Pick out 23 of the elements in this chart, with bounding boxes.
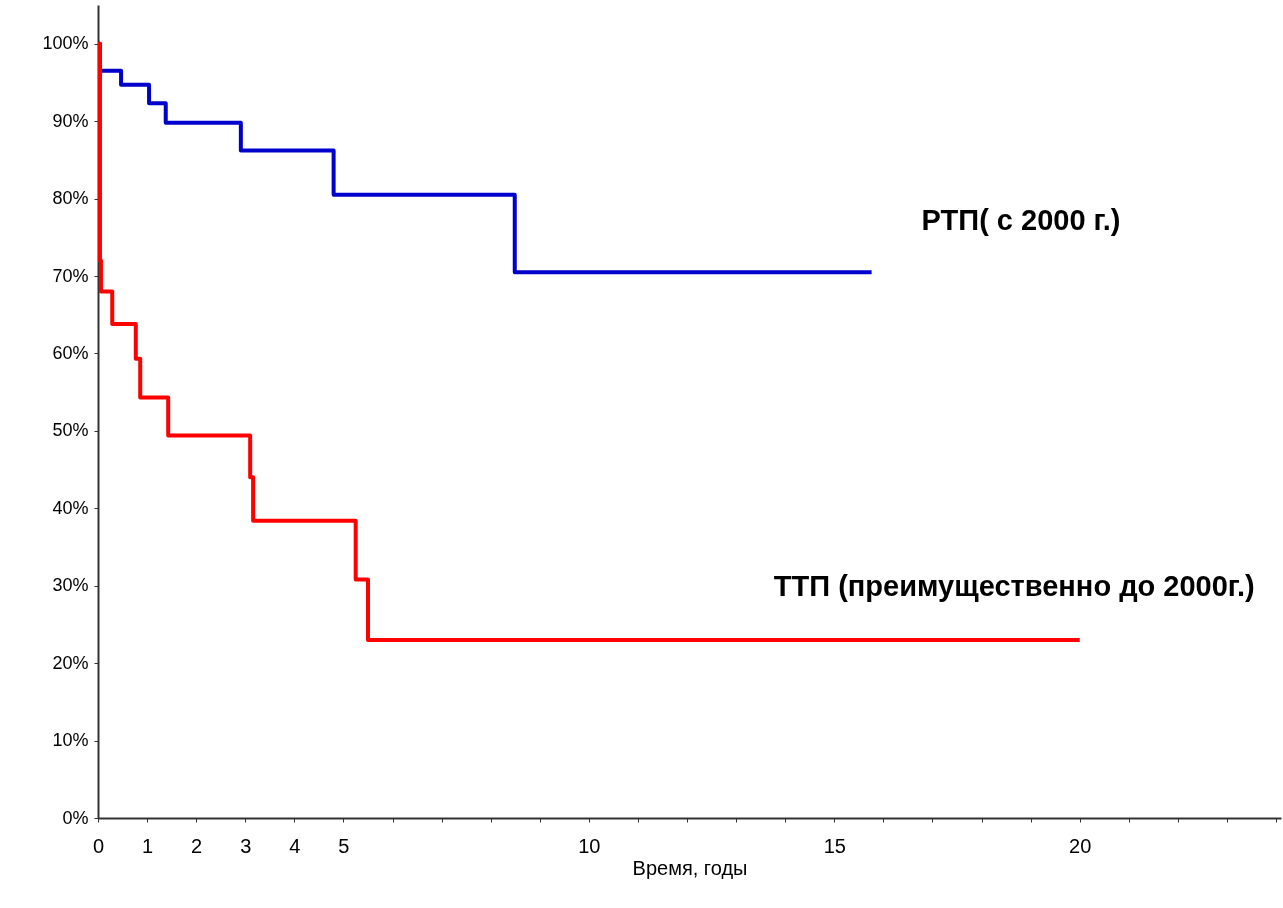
y-tick-label: 90% xyxy=(52,110,89,131)
y-tick-label: 60% xyxy=(52,342,89,363)
x-tick-label: 2 xyxy=(191,834,203,857)
series-label: ТТП (преимущественно до 2000г.) xyxy=(773,569,1255,602)
x-tick-label: 1 xyxy=(142,834,154,857)
y-tick-label: 20% xyxy=(52,652,89,673)
x-tick-label: 3 xyxy=(240,834,252,857)
x-tick-label: 20 xyxy=(1069,834,1092,857)
x-axis-title: Время, годы xyxy=(632,856,748,879)
x-tick-label: 5 xyxy=(338,834,350,857)
y-tick-label: 40% xyxy=(52,497,89,518)
y-tick-label: 50% xyxy=(52,420,89,441)
y-tick-label: 80% xyxy=(52,188,89,209)
text: РТП( с 2000 г.) xyxy=(921,204,1121,237)
y-tick-label: 100% xyxy=(42,33,89,54)
x-tick-label: 4 xyxy=(289,834,301,857)
x-tick-label: 0 xyxy=(92,834,105,857)
y-tick-label: 10% xyxy=(52,730,89,751)
x-tick-label: 15 xyxy=(823,834,846,857)
y-tick-label: 30% xyxy=(52,575,89,596)
y-tick-label: 0% xyxy=(62,807,89,828)
x-tick-label: 10 xyxy=(578,834,601,857)
y-tick-label: 70% xyxy=(52,265,89,286)
